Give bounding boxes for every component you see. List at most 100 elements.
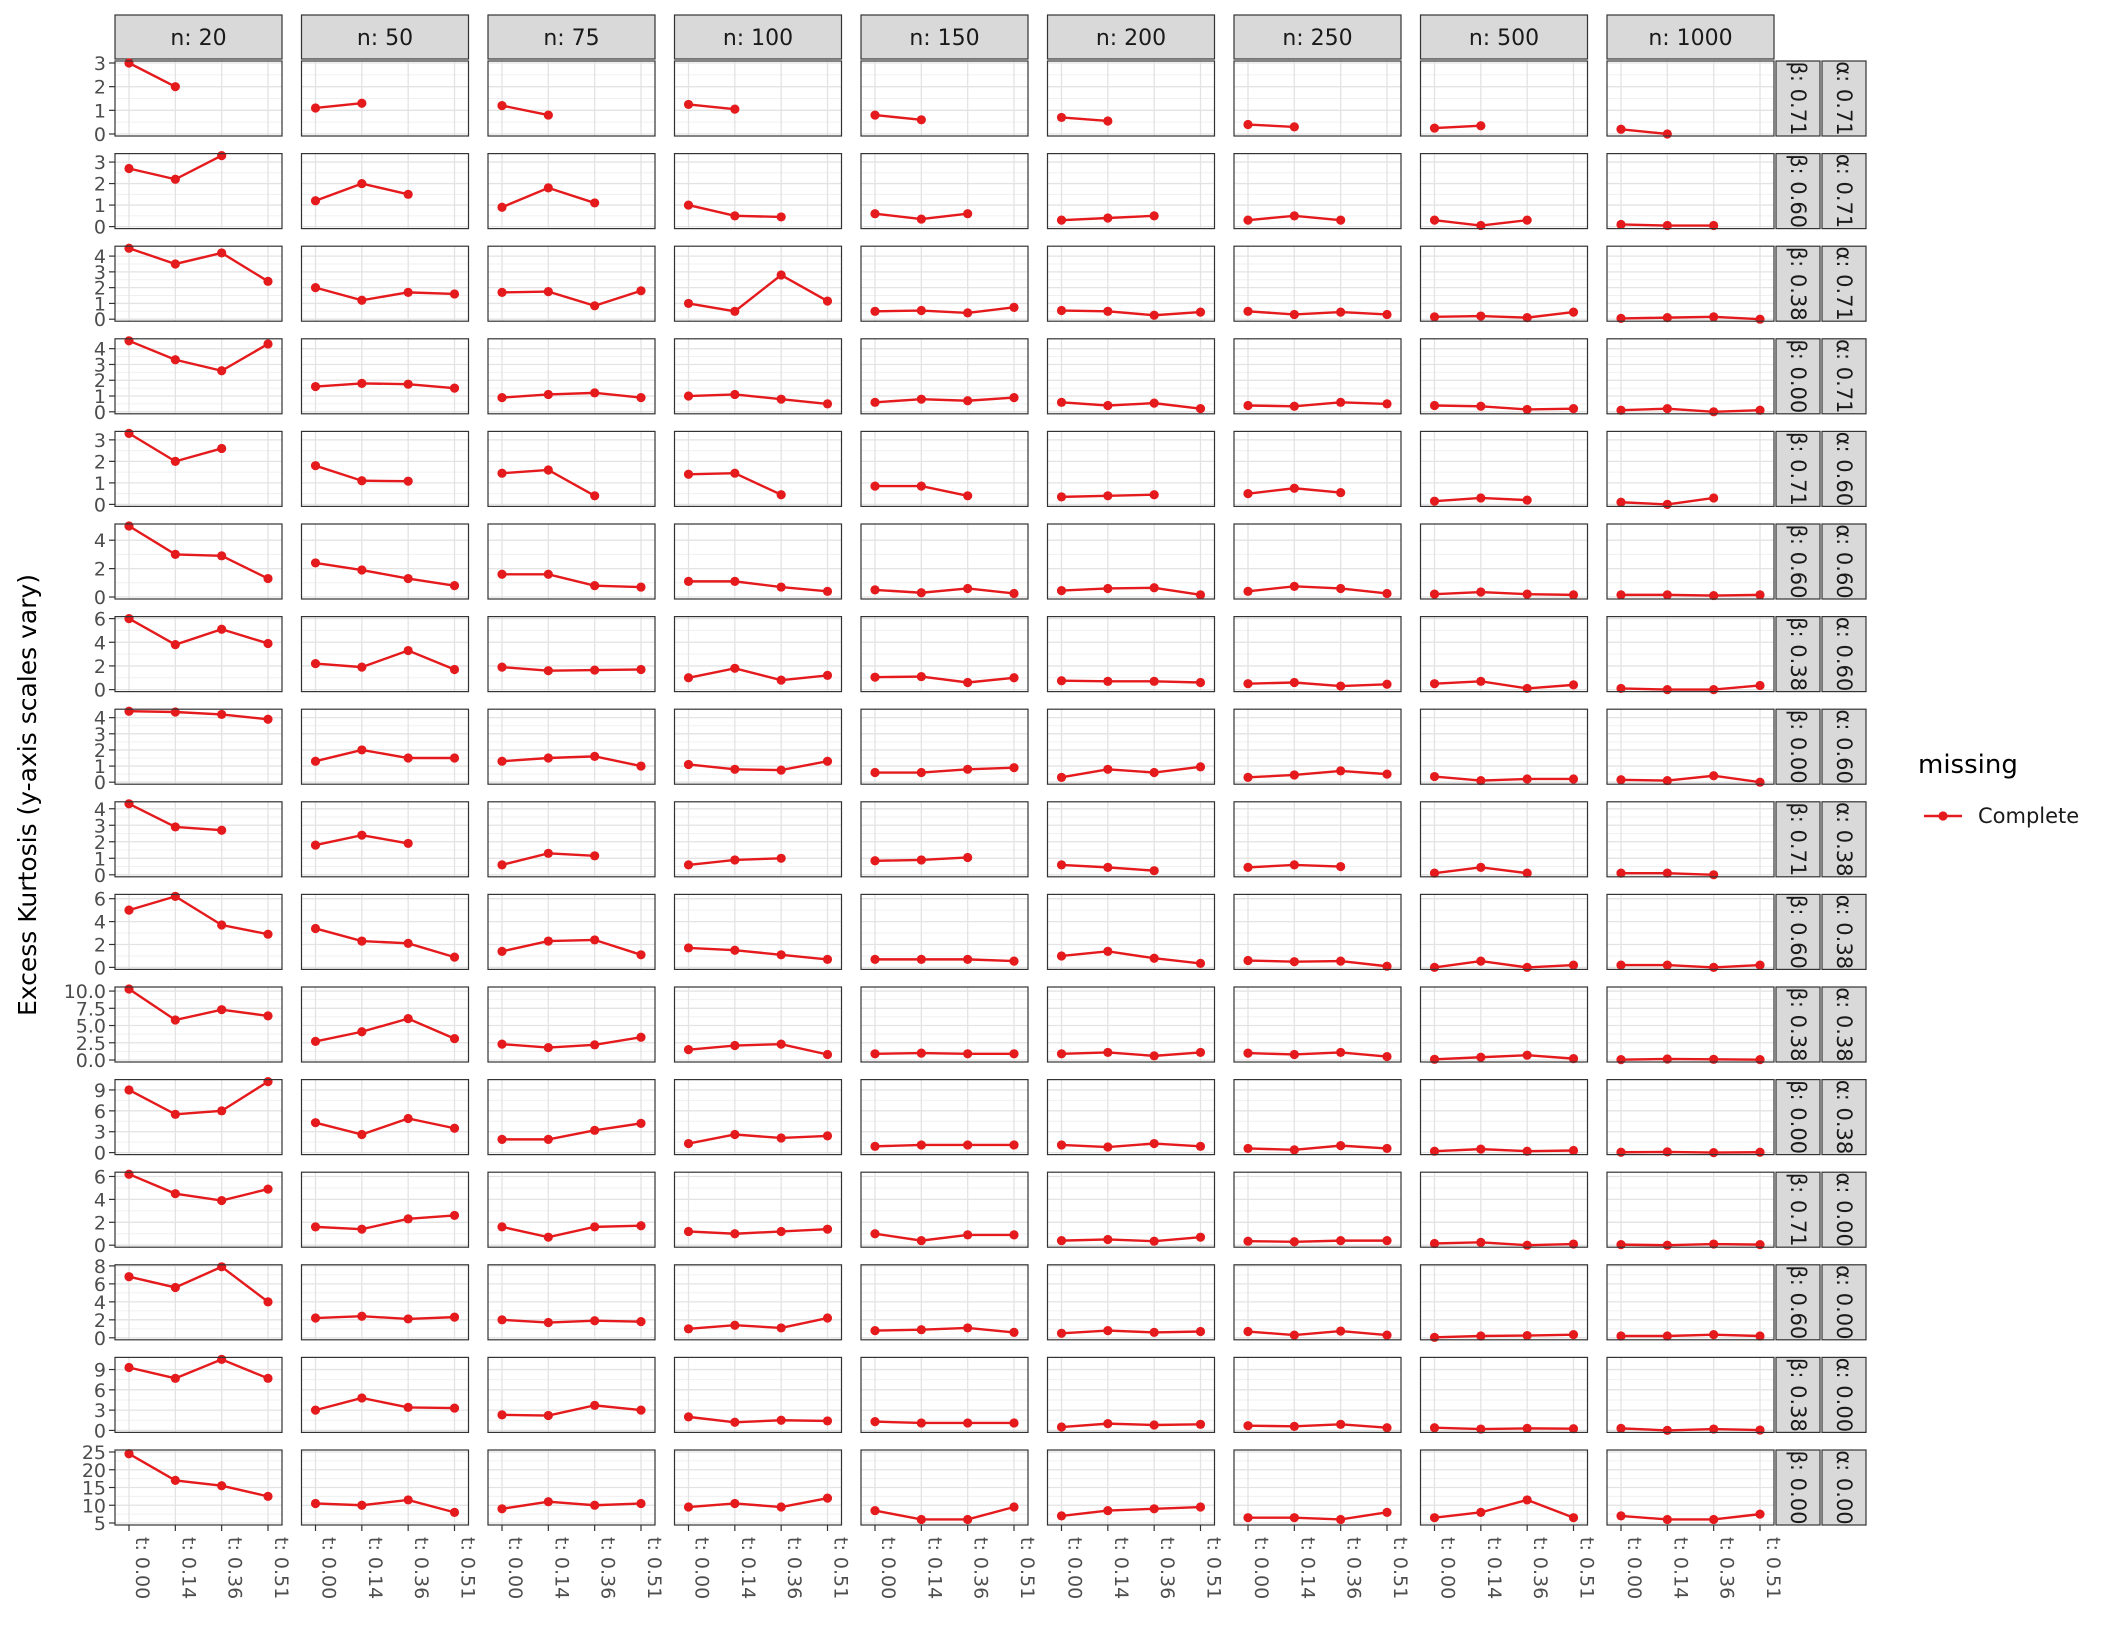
data-point — [449, 753, 460, 763]
series-line — [1247, 769, 1388, 779]
y-tick-label: 1 — [94, 195, 106, 217]
data-point — [730, 855, 740, 865]
panel — [300, 153, 470, 230]
data-point — [1289, 122, 1299, 132]
data-point — [310, 1313, 321, 1323]
y-tick-label: 3 — [94, 262, 106, 284]
y-tick-label: 2 — [94, 934, 106, 956]
data-point — [310, 381, 321, 392]
data-point — [449, 383, 460, 393]
series-line — [688, 946, 828, 961]
panel — [1046, 60, 1216, 137]
data-point — [403, 938, 413, 948]
panel-background — [1234, 1357, 1401, 1433]
data-point — [310, 1405, 321, 1415]
series-line — [1061, 1051, 1201, 1058]
panel — [673, 1078, 843, 1156]
panel-border — [1046, 708, 1216, 785]
panel-background — [488, 153, 655, 229]
series-line — [1620, 315, 1761, 321]
panel-border — [1419, 1449, 1589, 1526]
panel-border — [487, 708, 656, 785]
panel — [1419, 1449, 1589, 1526]
data-point — [403, 753, 413, 763]
y-tick-label: 4 — [94, 246, 106, 268]
data-point — [1056, 112, 1067, 123]
panel — [1046, 801, 1216, 878]
panel-background — [1607, 801, 1774, 877]
series-line — [501, 1500, 642, 1510]
panel — [114, 151, 283, 230]
y-tick-label: 1 — [94, 293, 106, 315]
series-line — [315, 1017, 455, 1043]
panel-border — [673, 245, 843, 322]
data-point — [449, 952, 460, 962]
data-point — [1522, 1050, 1532, 1060]
data-point — [870, 1229, 880, 1239]
panel-background — [1420, 153, 1588, 229]
panel-background — [1420, 338, 1588, 414]
panel-border — [860, 1264, 1029, 1341]
data-point — [1009, 1140, 1019, 1150]
data-point — [543, 389, 553, 400]
data-point — [497, 1039, 507, 1049]
panel-background — [1234, 1079, 1401, 1155]
data-point — [1336, 1236, 1346, 1246]
row-strip — [1775, 60, 1821, 137]
data-point — [1476, 311, 1486, 321]
data-point — [1149, 676, 1159, 686]
series-line — [501, 755, 642, 768]
row-strip-label: α: 0.00 — [1832, 1265, 1856, 1339]
data-point — [263, 573, 273, 584]
panel — [1419, 1264, 1589, 1342]
panel-border — [673, 1264, 843, 1341]
data-point — [1616, 219, 1626, 230]
data-point — [1382, 1507, 1392, 1517]
data-point — [776, 1323, 786, 1333]
panel — [300, 523, 470, 600]
series-line — [1620, 128, 1668, 136]
data-point — [170, 1109, 180, 1119]
panel-border — [300, 1171, 470, 1248]
data-point — [822, 1416, 833, 1426]
data-point — [1522, 868, 1532, 878]
y-tick-label: 6 — [94, 1274, 106, 1296]
row-strip — [1775, 986, 1821, 1063]
col-strip-label: n: 75 — [543, 26, 599, 51]
data-point — [310, 1036, 321, 1046]
row-strip — [1821, 430, 1867, 507]
data-point — [1195, 762, 1206, 772]
row-strip — [1775, 708, 1821, 785]
data-point — [124, 1169, 134, 1179]
series-line — [1247, 959, 1388, 968]
data-point — [730, 1498, 740, 1509]
data-point — [1709, 870, 1719, 880]
data-point — [1103, 1505, 1113, 1516]
panel — [1419, 245, 1589, 323]
data-point — [217, 248, 227, 258]
data-point — [1429, 868, 1440, 878]
panel-background — [674, 709, 842, 785]
y-tick-label: 7.5 — [76, 998, 106, 1020]
data-point — [403, 573, 413, 584]
data-point — [1336, 215, 1346, 225]
x-tick-label: t: 0.00 — [1250, 1537, 1272, 1599]
panel-background — [301, 338, 469, 414]
x-tick-label: t: 0.51 — [1762, 1537, 1784, 1599]
data-point — [124, 336, 134, 346]
data-point — [263, 929, 273, 939]
panel — [1606, 708, 1775, 787]
data-point — [590, 665, 600, 675]
series-line — [1620, 407, 1761, 414]
panel — [1606, 430, 1775, 509]
panel — [487, 430, 656, 507]
data-point — [1429, 962, 1440, 973]
panel-border — [673, 1449, 843, 1526]
panel — [673, 986, 843, 1063]
data-point — [1289, 401, 1299, 411]
panel — [860, 1449, 1029, 1526]
data-point — [1755, 1425, 1765, 1435]
panel — [860, 245, 1029, 322]
data-point — [1429, 400, 1440, 411]
